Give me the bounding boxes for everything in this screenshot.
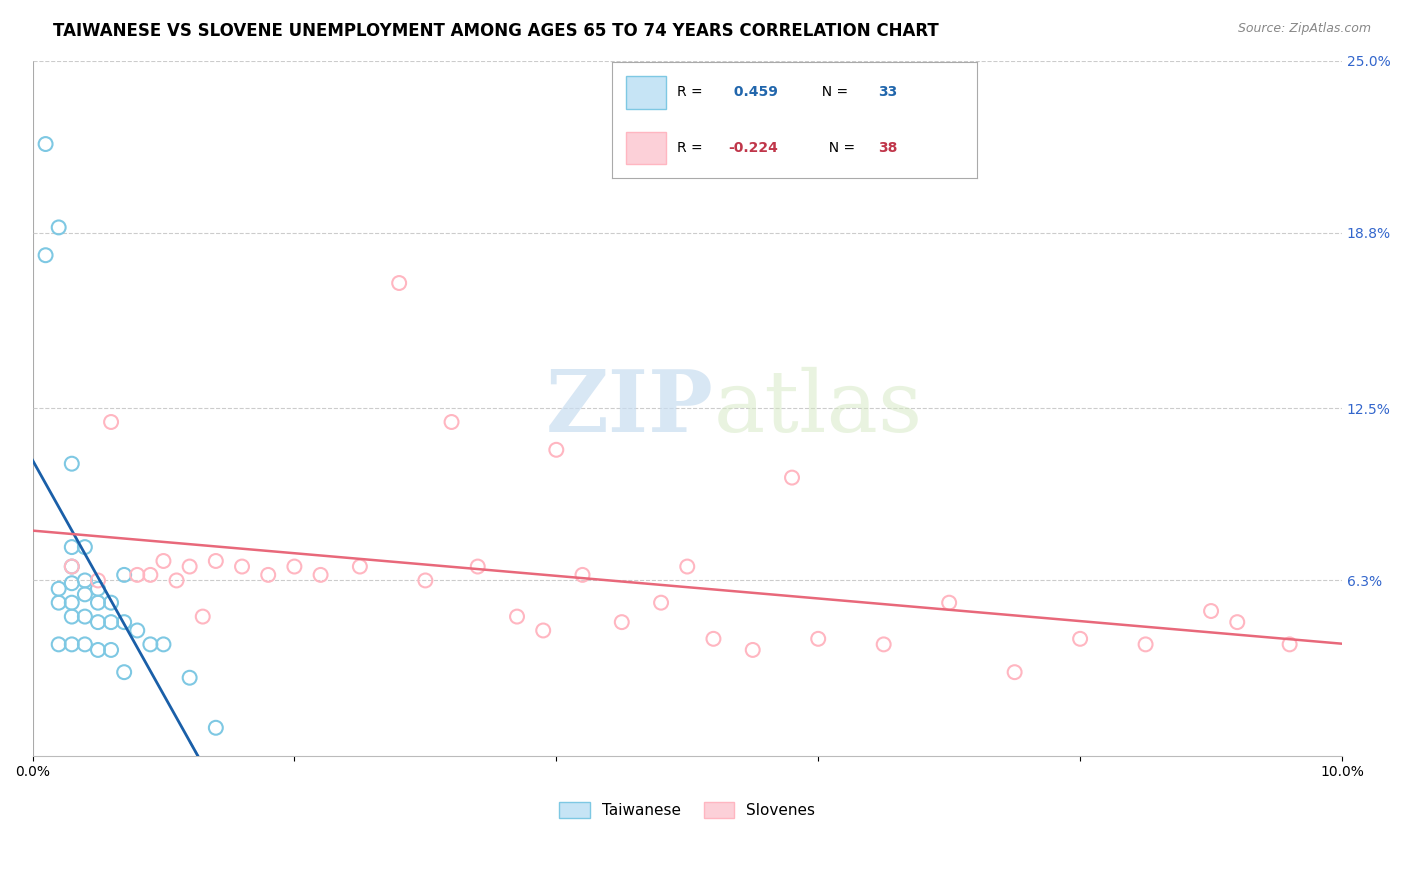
Point [506,609,529,624]
Point [87,643,110,657]
Point [60,637,83,651]
Point [191,609,214,624]
Point [415,574,437,588]
Point [48,596,70,610]
Point [60,596,83,610]
Point [349,559,371,574]
FancyBboxPatch shape [626,132,666,164]
Point [283,559,305,574]
Point [650,596,672,610]
Point [73,574,96,588]
Point [531,624,554,638]
Text: N =: N = [813,85,852,99]
Point [467,559,489,574]
Point [152,554,174,568]
Point [205,721,228,735]
Point [127,567,149,582]
Point [610,615,633,629]
Point [1135,637,1157,651]
Text: 33: 33 [879,85,897,99]
Point [702,632,724,646]
Point [48,582,70,596]
Point [48,220,70,235]
Text: R =: R = [678,85,707,99]
Point [546,442,568,457]
Point [60,559,83,574]
Legend: Taiwanese, Slovenes: Taiwanese, Slovenes [553,797,821,824]
Point [87,615,110,629]
Point [60,609,83,624]
Point [1004,665,1026,680]
Point [48,637,70,651]
Point [257,567,280,582]
Point [60,559,83,574]
Point [205,554,228,568]
Text: ZIP: ZIP [546,366,713,450]
Point [100,643,122,657]
Point [139,567,162,582]
Point [571,567,593,582]
Point [873,637,896,651]
Point [87,582,110,596]
Point [807,632,830,646]
Text: -0.224: -0.224 [728,141,779,154]
Point [780,470,803,484]
Text: atlas: atlas [713,367,922,450]
Point [73,540,96,554]
Point [231,559,253,574]
Point [139,637,162,651]
Point [73,609,96,624]
Point [60,457,83,471]
Point [73,637,96,651]
Point [112,567,135,582]
Point [741,643,763,657]
Point [87,596,110,610]
Point [938,596,960,610]
Point [179,671,201,685]
Point [34,248,56,262]
Point [388,276,411,290]
Point [1199,604,1222,618]
Point [1278,637,1301,651]
Point [112,615,135,629]
Text: N =: N = [820,141,859,154]
Text: TAIWANESE VS SLOVENE UNEMPLOYMENT AMONG AGES 65 TO 74 YEARS CORRELATION CHART: TAIWANESE VS SLOVENE UNEMPLOYMENT AMONG … [53,22,939,40]
Text: Source: ZipAtlas.com: Source: ZipAtlas.com [1237,22,1371,36]
Point [179,559,201,574]
Point [100,615,122,629]
Point [152,637,174,651]
Point [309,567,332,582]
Point [34,136,56,151]
Point [100,415,122,429]
Point [166,574,188,588]
Point [127,624,149,638]
Point [1069,632,1091,646]
Point [73,587,96,601]
Point [676,559,699,574]
Point [87,574,110,588]
FancyBboxPatch shape [626,77,666,109]
Point [112,665,135,680]
Text: 0.459: 0.459 [728,85,778,99]
Text: 38: 38 [879,141,898,154]
Point [1226,615,1249,629]
Point [60,576,83,591]
Text: R =: R = [678,141,707,154]
Point [100,596,122,610]
Point [440,415,463,429]
Point [60,540,83,554]
